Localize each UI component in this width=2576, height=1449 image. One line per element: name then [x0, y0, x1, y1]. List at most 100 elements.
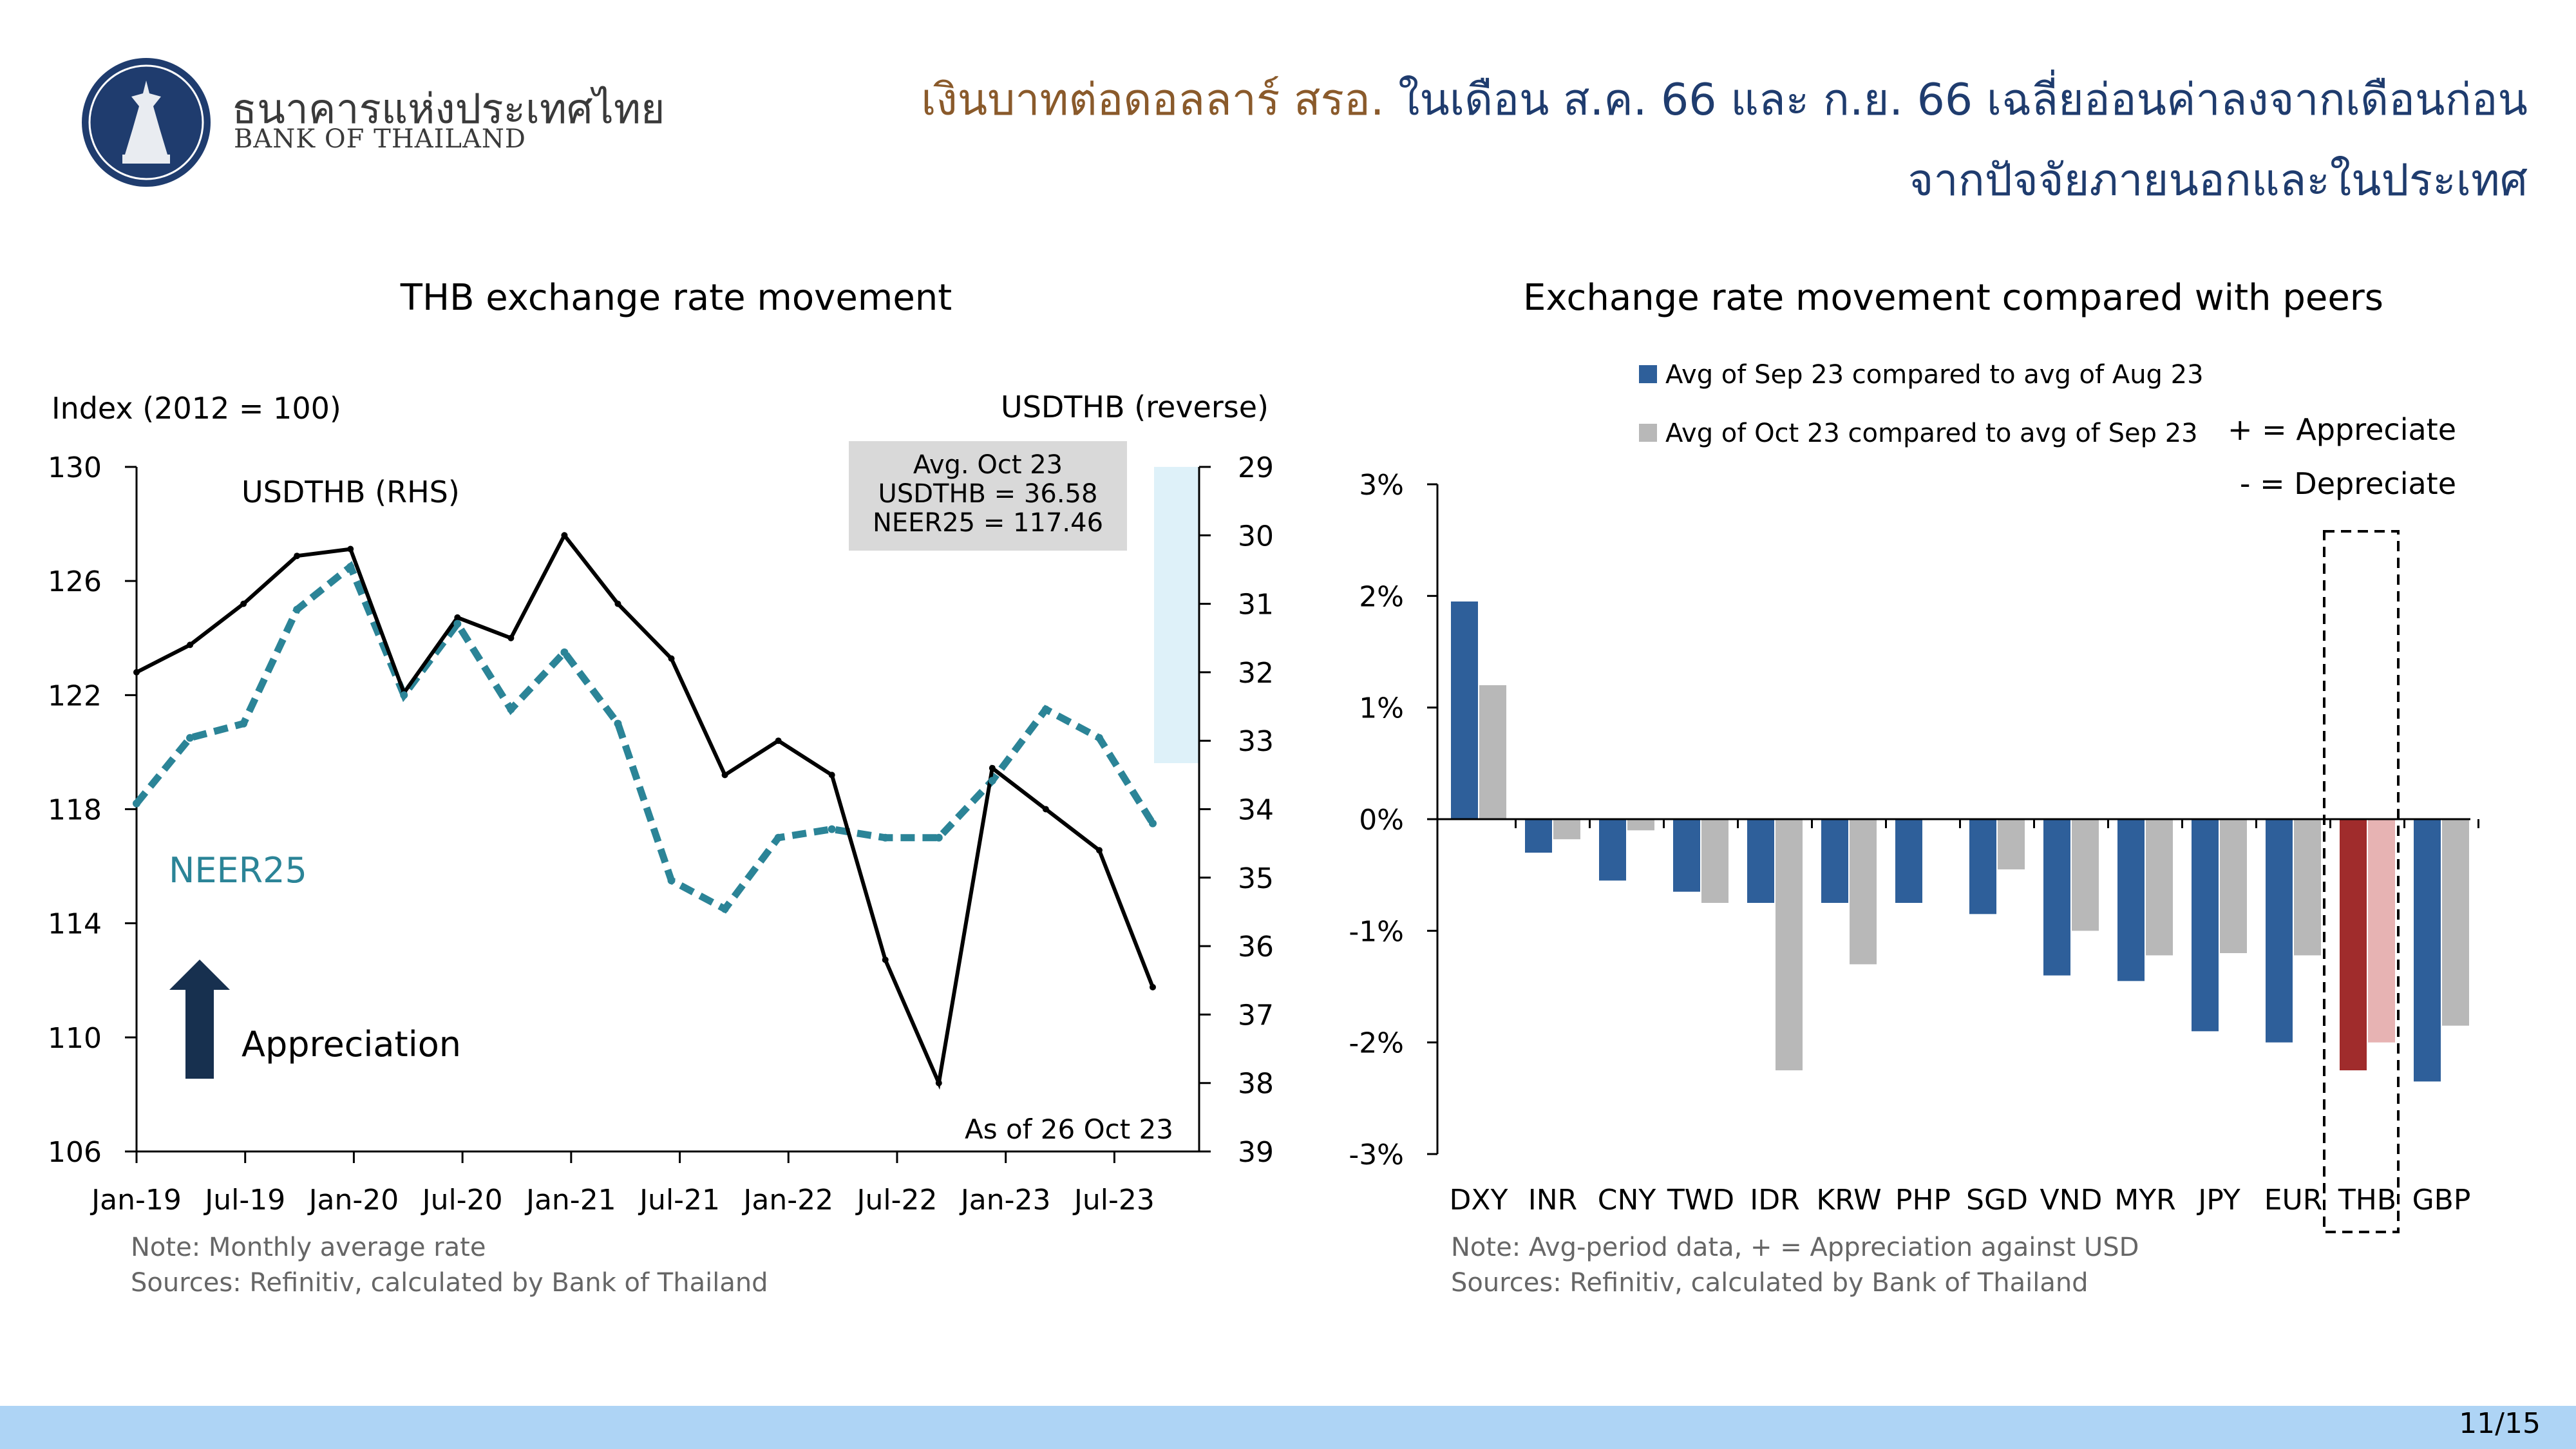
left-chart-source: Sources: Refinitiv, calculated by Bank o… — [131, 1268, 768, 1298]
left-tick-label: 114 — [48, 908, 102, 941]
usdthb-point — [1042, 806, 1049, 813]
legend-swatch-sep — [1639, 365, 1657, 383]
peers-comparison-chart: Exchange rate movement compared with pee… — [1349, 277, 2479, 1298]
y-tick-label: -2% — [1349, 1027, 1404, 1060]
bar-thb-oct — [2368, 819, 2395, 1043]
y-axis-ticks: 3% 2% 1% 0% -1% -2% -3% — [1349, 469, 1437, 1171]
right-tick-label: 33 — [1238, 725, 1274, 758]
bar-idr-sep — [1747, 819, 1774, 903]
category-label: DXY — [1450, 1184, 1508, 1217]
x-tick-label: Jul-19 — [203, 1184, 285, 1217]
bar-inr-oct — [1553, 819, 1580, 840]
right-tick-label: 30 — [1238, 520, 1274, 553]
left-tick-label: 110 — [48, 1022, 102, 1055]
neer25-point — [614, 719, 622, 728]
category-label: TWD — [1667, 1184, 1734, 1217]
bar-cny-oct — [1627, 819, 1654, 831]
category-label: CNY — [1598, 1184, 1656, 1217]
bar-dxy-sep — [1451, 601, 1478, 819]
legend-label-sep: Avg of Sep 23 compared to avg of Aug 23 — [1665, 360, 2204, 390]
depreciate-note: - = Depreciate — [2240, 466, 2456, 501]
bar-marks — [1451, 601, 2469, 1082]
avg-oct23-box — [849, 441, 1127, 551]
bar-gbp-sep — [2414, 819, 2441, 1082]
right-tick-label: 34 — [1238, 794, 1274, 827]
latest-period-highlight — [1154, 467, 1199, 763]
x-tick-label: Jan-22 — [741, 1184, 833, 1217]
usdthb-point — [1150, 983, 1156, 990]
appreciate-note: + = Appreciate — [2228, 412, 2456, 447]
bar-sgd-sep — [1969, 819, 1996, 914]
bar-myr-sep — [2117, 819, 2145, 981]
usdthb-point — [347, 545, 354, 553]
bar-jpy-sep — [2192, 819, 2219, 1032]
appreciation-arrow-icon — [169, 960, 230, 1079]
usdthb-series-line — [135, 531, 1155, 1090]
as-of-label: As of 26 Oct 23 — [965, 1113, 1173, 1145]
category-label: KRW — [1816, 1184, 1881, 1217]
bank-name-english: BANK OF THAILAND — [234, 124, 526, 154]
usdthb-point — [507, 634, 515, 641]
right-tick-label: 31 — [1238, 589, 1274, 621]
neer25-point — [400, 691, 408, 699]
neer25-point — [1095, 734, 1103, 742]
neer25-point — [186, 734, 194, 742]
usdthb-point — [1095, 847, 1103, 854]
category-label: PHP — [1895, 1184, 1951, 1217]
left-axis-label: Index (2012 = 100) — [52, 391, 341, 426]
usdthb-point — [828, 772, 835, 779]
appreciation-label: Appreciation — [242, 1024, 461, 1065]
bar-vnd-sep — [2043, 819, 2070, 976]
avg-box-line2: USDTHB = 36.58 — [878, 479, 1098, 509]
usdthb-point — [721, 772, 728, 779]
headline-part2: ในเดือน ส.ค. 66 และ ก.ย. 66 เฉลี่ยอ่อนค่… — [1384, 75, 2528, 126]
page-number: 11/15 — [2459, 1407, 2541, 1440]
left-axis-ticks: 130 126 122 118 114 110 106 — [48, 451, 137, 1169]
right-chart-title: Exchange rate movement compared with pee… — [1523, 277, 2383, 319]
series-points — [133, 532, 1157, 1086]
neer25-point — [1149, 819, 1157, 828]
neer25-series-label: NEER25 — [169, 850, 307, 891]
headline-line2: จากปัจจัยภายนอกและในประเทศ — [1908, 155, 2528, 206]
neer25-point — [346, 563, 355, 571]
left-tick-label: 122 — [48, 679, 102, 712]
y-tick-label: -1% — [1349, 915, 1404, 948]
left-tick-label: 126 — [48, 565, 102, 598]
neer25-point — [240, 719, 248, 728]
x-tick-label: Jan-20 — [307, 1184, 399, 1217]
bank-logo — [82, 58, 211, 187]
usdthb-point — [454, 614, 461, 621]
bar-myr-oct — [2146, 819, 2173, 956]
y-tick-label: 3% — [1359, 469, 1404, 502]
category-label: JPY — [2196, 1184, 2240, 1217]
avg-box-line3: NEER25 = 117.46 — [873, 508, 1103, 538]
neer25-point — [560, 648, 569, 656]
left-chart-note: Note: Monthly average rate — [131, 1233, 486, 1262]
neer25-point — [293, 605, 301, 614]
category-label: EUR — [2264, 1184, 2323, 1217]
bar-krw-sep — [1821, 819, 1848, 903]
y-tick-label: 0% — [1359, 804, 1404, 837]
usdthb-point — [240, 600, 247, 607]
category-label: GBP — [2412, 1184, 2471, 1217]
right-tick-label: 35 — [1238, 862, 1274, 895]
category-label: MYR — [2114, 1184, 2175, 1217]
bar-thb-sep — [2340, 819, 2367, 1070]
x-tick-label: Jul-21 — [638, 1184, 720, 1217]
usdthb-point — [614, 600, 621, 607]
bar-krw-oct — [1850, 819, 1877, 965]
neer25-point — [988, 777, 996, 785]
bar-sgd-oct — [1998, 819, 2025, 869]
legend-swatch-oct — [1639, 424, 1657, 442]
neer25-point — [828, 825, 836, 833]
x-tick-label: Jan-21 — [524, 1184, 616, 1217]
usdthb-point — [775, 737, 782, 744]
bar-jpy-oct — [2220, 819, 2247, 953]
right-tick-label: 37 — [1238, 999, 1274, 1032]
neer25-point — [507, 705, 515, 714]
neer25-point — [774, 833, 782, 842]
usdthb-point — [882, 956, 889, 963]
x-tick-label: Jan-23 — [959, 1184, 1051, 1217]
avg-box-line1: Avg. Oct 23 — [913, 450, 1063, 480]
x-tick-label: Jul-22 — [855, 1184, 938, 1217]
